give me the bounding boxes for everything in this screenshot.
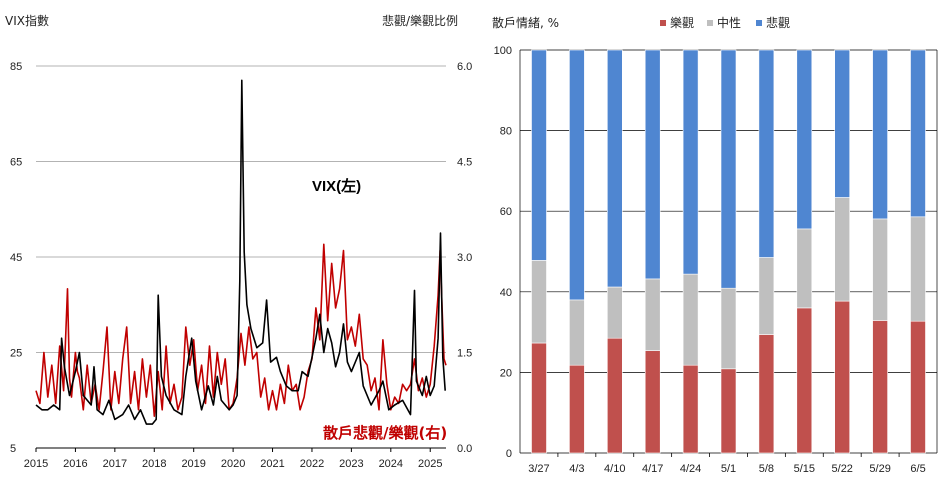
bar-series bbox=[531, 49, 926, 454]
right-y-tick-label: 1.5 bbox=[457, 348, 472, 360]
bar-y-tick-label: 80 bbox=[500, 126, 512, 138]
bar-segment-悲觀 bbox=[682, 49, 699, 275]
bar-segment-悲觀 bbox=[796, 49, 813, 230]
bar-y-tick-label: 20 bbox=[500, 367, 512, 379]
bar-y-tick-label: 0 bbox=[506, 448, 512, 460]
bar-x-tick-label: 5/8 bbox=[759, 463, 774, 475]
bar-x-tick-label: 5/22 bbox=[832, 463, 853, 475]
sentiment-stacked-bar-chart: 散戶情緒, % 樂觀 中性 悲觀 0 20 40 60 80 100 3/27 4/3 4/10 4… bbox=[492, 15, 938, 475]
bar-segment-樂觀 bbox=[758, 334, 775, 454]
x-tick-labels: 2015 2016 2017 2018 2019 2020 2021 2022 2023 2024… bbox=[24, 448, 442, 470]
bar-segment-中性 bbox=[682, 273, 699, 366]
legend-label: 樂觀 bbox=[670, 15, 694, 30]
bar-x-tick-label: 3/27 bbox=[528, 463, 549, 475]
bar-segment-悲觀 bbox=[834, 49, 851, 198]
bar-segment-中性 bbox=[569, 299, 585, 366]
bar-segment-樂觀 bbox=[796, 307, 813, 454]
bar-y-axis-title: 散戶情緒, % bbox=[492, 15, 559, 30]
x-tick-label: 2017 bbox=[103, 458, 127, 470]
line-series bbox=[35, 79, 447, 425]
vix-line bbox=[35, 79, 446, 425]
legend-swatch bbox=[707, 20, 713, 26]
left-y-tick-label: 85 bbox=[10, 61, 22, 73]
bar-segment-樂觀 bbox=[720, 368, 737, 454]
bar-y-tick-label: 40 bbox=[500, 287, 512, 299]
bar-segment-樂觀 bbox=[606, 337, 623, 454]
x-tick-label: 2023 bbox=[339, 458, 363, 470]
bar-segment-中性 bbox=[872, 218, 888, 321]
left-y-tick-label: 65 bbox=[10, 157, 22, 169]
x-tick-label: 2016 bbox=[63, 458, 87, 470]
bar-segment-樂觀 bbox=[682, 364, 699, 454]
bar-segment-樂觀 bbox=[872, 320, 888, 454]
bar-segment-樂觀 bbox=[531, 342, 547, 454]
x-tick-label: 2018 bbox=[142, 458, 166, 470]
x-tick-label: 2021 bbox=[260, 458, 284, 470]
bar-segment-悲觀 bbox=[606, 49, 623, 288]
bar-segment-樂觀 bbox=[569, 364, 585, 454]
bar-x-tick-labels: 3/27 4/3 4/10 4/17 4/24 5/1 5/8 5/15 5/22 5/29 6/5 bbox=[528, 453, 926, 475]
bar-x-tick-label: 5/15 bbox=[794, 463, 815, 475]
bar-x-tick-label: 6/5 bbox=[910, 463, 925, 475]
bar-segment-悲觀 bbox=[569, 49, 585, 301]
x-tick-label: 2025 bbox=[418, 458, 442, 470]
x-tick-label: 2020 bbox=[221, 458, 245, 470]
left-y-tick-label: 5 bbox=[10, 443, 16, 455]
bar-segment-中性 bbox=[644, 278, 661, 351]
bar-x-tick-label: 4/17 bbox=[642, 463, 663, 475]
bar-segment-中性 bbox=[720, 287, 737, 370]
bar-x-tick-label: 5/1 bbox=[721, 463, 736, 475]
bar-segment-中性 bbox=[834, 197, 851, 302]
right-y-tick-label: 6.0 bbox=[457, 61, 472, 73]
bar-segment-樂觀 bbox=[910, 320, 926, 454]
bar-segment-中性 bbox=[796, 228, 813, 309]
bar-legend: 樂觀 中性 悲觀 bbox=[660, 15, 790, 30]
right-axis-title: 悲觀/樂觀比例 bbox=[382, 13, 458, 28]
bar-y-tick-label: 60 bbox=[500, 206, 512, 218]
bar-segment-悲觀 bbox=[910, 49, 926, 218]
left-y-tick-labels: 5 25 45 65 85 bbox=[10, 61, 22, 455]
bar-segment-悲觀 bbox=[720, 49, 737, 289]
bar-segment-悲觀 bbox=[872, 49, 888, 220]
bar-segment-中性 bbox=[910, 216, 926, 322]
x-tick-label: 2022 bbox=[300, 458, 324, 470]
x-tick-label: 2024 bbox=[379, 458, 403, 470]
legend-label: 悲觀 bbox=[766, 15, 790, 30]
bar-x-tick-label: 4/24 bbox=[680, 463, 701, 475]
right-y-tick-label: 4.5 bbox=[457, 157, 472, 169]
bar-segment-中性 bbox=[606, 286, 623, 339]
legend-swatch bbox=[660, 20, 666, 26]
left-axis-title: VIX指數 bbox=[5, 13, 49, 28]
x-tick-label: 2015 bbox=[24, 458, 48, 470]
right-y-tick-label: 0.0 bbox=[457, 443, 472, 455]
bar-y-tick-labels: 0 20 40 60 80 100 bbox=[494, 45, 512, 460]
left-y-tick-label: 25 bbox=[10, 348, 22, 360]
bar-x-tick-label: 5/29 bbox=[869, 463, 890, 475]
right-y-tick-labels: 0.0 1.5 3.0 4.5 6.0 bbox=[457, 61, 472, 455]
bar-x-tick-label: 4/3 bbox=[569, 463, 584, 475]
bar-segment-中性 bbox=[758, 257, 775, 335]
bar-y-tick-label: 100 bbox=[494, 45, 512, 57]
sentiment-ratio-line bbox=[35, 243, 447, 417]
bar-x-tick-label: 4/10 bbox=[604, 463, 625, 475]
bar-segment-樂觀 bbox=[644, 350, 661, 454]
ratio-series-label: 散戶悲觀/樂觀(右) bbox=[323, 424, 447, 442]
legend-swatch bbox=[756, 20, 762, 26]
legend-label: 中性 bbox=[717, 15, 741, 30]
left-y-tick-label: 45 bbox=[10, 252, 22, 264]
vix-series-label: VIX(左) bbox=[312, 177, 361, 195]
bar-segment-悲觀 bbox=[758, 49, 775, 258]
bar-segment-悲觀 bbox=[644, 49, 661, 280]
bar-segment-樂觀 bbox=[834, 300, 851, 454]
x-tick-label: 2019 bbox=[181, 458, 205, 470]
right-y-tick-label: 3.0 bbox=[457, 252, 472, 264]
bar-segment-中性 bbox=[531, 260, 547, 344]
bar-segment-悲觀 bbox=[531, 49, 547, 261]
